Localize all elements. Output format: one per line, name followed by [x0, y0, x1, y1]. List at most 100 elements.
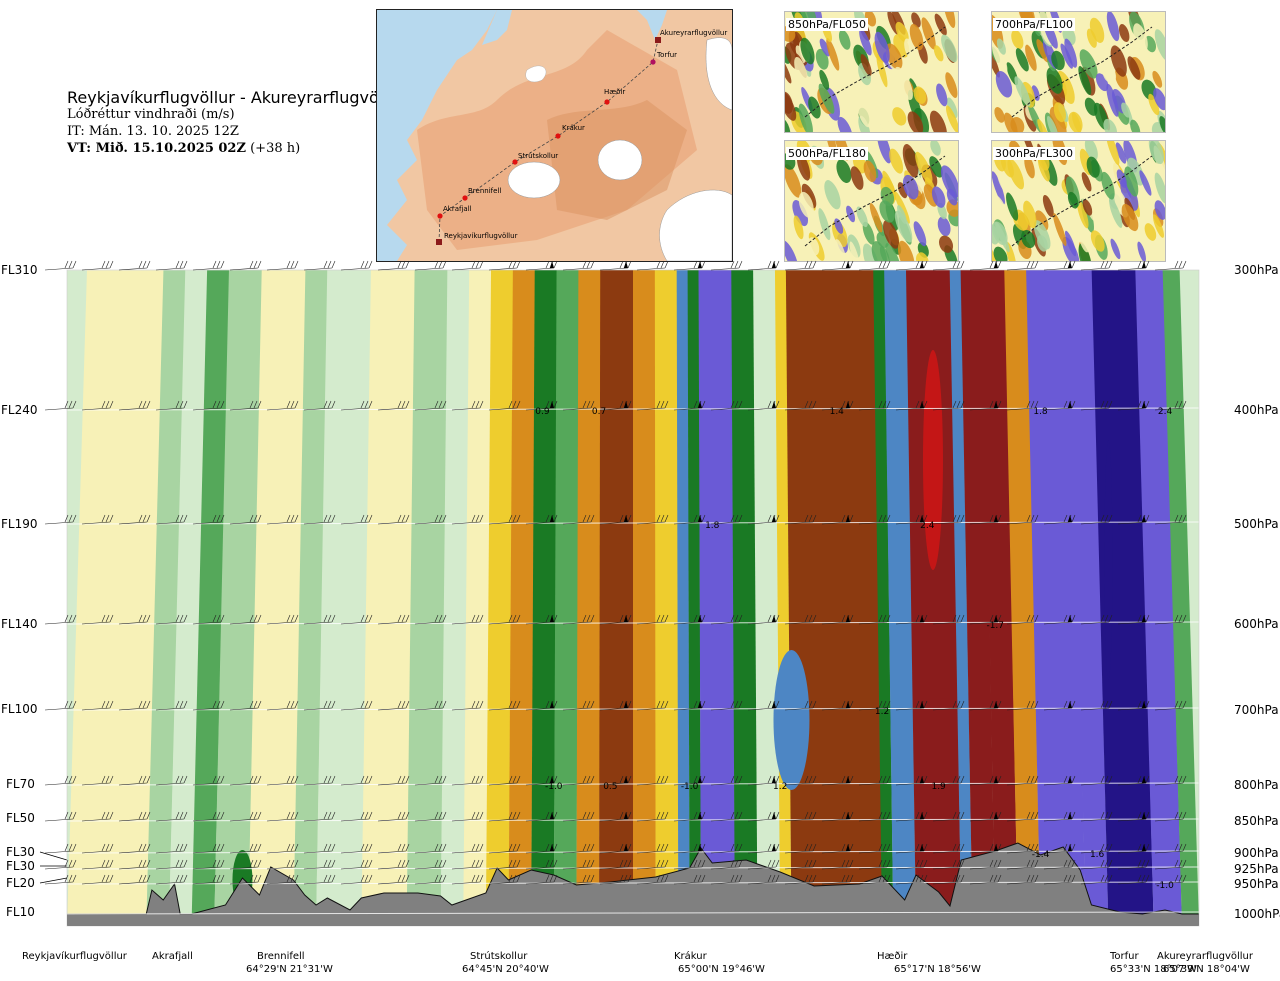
mini-field-cell: [1025, 44, 1037, 71]
mini-field-cell: [883, 220, 900, 249]
mini-field-cell: [921, 17, 936, 50]
mini-field-cell: [877, 141, 892, 164]
wind-barb: [1154, 614, 1187, 625]
mini-map-500[interactable]: 500hPa/FL180: [784, 140, 959, 262]
wind-barb: [710, 514, 743, 525]
init-time: IT: Mán. 13. 10. 2025 12Z: [67, 124, 239, 139]
wind-barb: [118, 843, 151, 854]
wind-barb: [340, 260, 373, 271]
wind-barb: [229, 514, 262, 525]
wind-barb: [895, 514, 928, 525]
wind-barb: [673, 859, 706, 870]
mini-field-cell: [1154, 200, 1165, 220]
wind-barb: [895, 260, 928, 271]
flight-level-label-9: FL20: [6, 876, 35, 890]
field-band-21: [687, 270, 701, 926]
wind-barb: [340, 811, 373, 822]
wind-barb: [636, 700, 669, 711]
wind-barb: [377, 700, 410, 711]
mini-field-cell: [1082, 199, 1093, 216]
mini-field-cell: [1034, 210, 1049, 231]
wind-barb: [1117, 614, 1150, 625]
wind-barb: [710, 700, 743, 711]
wind-barb: [377, 859, 410, 870]
field-band-30: [949, 270, 973, 926]
wind-barb: [710, 260, 743, 271]
mini-field-cell: [909, 23, 924, 51]
wind-barb: [747, 514, 780, 525]
value-label-11: -1.0: [681, 782, 699, 792]
wind-barb: [747, 775, 780, 786]
wind-barb: [1006, 859, 1039, 870]
wind-barb: [599, 775, 632, 786]
wind-barb: [451, 400, 484, 411]
wind-barb: [155, 260, 188, 271]
mini-map-850[interactable]: 850hPa/FL050: [784, 11, 959, 133]
wind-barb: [266, 260, 299, 271]
mini-field-cell: [1006, 192, 1019, 221]
field-band-17: [599, 270, 635, 926]
location-name-1: Akrafjall: [152, 951, 193, 962]
mini-field-cell: [1105, 141, 1120, 165]
wind-barb: [1080, 614, 1113, 625]
mini-map-700[interactable]: 700hPa/FL100: [991, 11, 1166, 133]
wind-barb: [636, 514, 669, 525]
wind-barb: [44, 400, 77, 411]
wind-barb: [636, 260, 669, 271]
field-band-22: [698, 270, 735, 926]
wind-barb: [377, 874, 410, 885]
wind-barb: [266, 859, 299, 870]
wind-barb: [81, 700, 114, 711]
mini-field-cell: [894, 191, 910, 224]
field-band-1: [146, 270, 187, 926]
wind-barb: [155, 811, 188, 822]
wind-barb: [1154, 700, 1187, 711]
flight-level-label-7: FL30: [6, 845, 35, 859]
location-coord-4: 65°00'N 19°46'W: [678, 964, 765, 975]
wind-barb: [229, 775, 262, 786]
field-band-18: [633, 270, 656, 926]
wind-barbs: [44, 260, 1187, 885]
wind-barb: [377, 514, 410, 525]
wind-barb: [747, 811, 780, 822]
location-name-5: Hæðir: [877, 951, 908, 962]
mini-field-cell: [1086, 156, 1100, 178]
wind-barb: [636, 859, 669, 870]
location-name-2: Brennifell: [257, 951, 305, 962]
field-band-8: [361, 270, 417, 926]
parameter-title: Lóðréttur vindhraði (m/s): [67, 107, 235, 122]
wind-barb: [1154, 874, 1187, 885]
mini-field-cell: [894, 210, 913, 243]
location-coord-7: 65°39'N 18°04'W: [1163, 964, 1250, 975]
wind-barb: [1117, 775, 1150, 786]
flight-level-label-1: FL240: [1, 403, 38, 417]
value-label-7: -1.7: [986, 621, 1004, 631]
mini-field-cell: [897, 182, 908, 199]
mini-field-cell: [1015, 48, 1029, 72]
mini-map-300[interactable]: 300hPa/FL300: [991, 140, 1166, 262]
wind-barb: [266, 514, 299, 525]
mini-field-cell: [871, 241, 887, 261]
wind-barb: [118, 700, 151, 711]
wind-barb: [155, 514, 188, 525]
wind-barb: [1006, 811, 1039, 822]
mini-field-cell: [785, 119, 791, 132]
wind-barb: [1154, 859, 1187, 870]
mini-field-cell: [992, 244, 998, 261]
wind-barb: [192, 775, 225, 786]
mini-field-cell: [836, 159, 852, 184]
mini-field-cell: [934, 29, 946, 59]
mini-field-cell: [850, 166, 864, 190]
wind-barb: [266, 811, 299, 822]
wind-barb: [303, 400, 336, 411]
mini-field-cell: [1152, 214, 1164, 238]
wind-barb: [1154, 843, 1187, 854]
wind-barb: [525, 400, 558, 411]
mini-field-cell: [1148, 93, 1160, 116]
wind-barb: [969, 843, 1002, 854]
mini-field-cell: [945, 105, 958, 132]
wind-barb: [266, 700, 299, 711]
value-label-2: 1.4: [830, 407, 845, 417]
wind-barb: [414, 400, 447, 411]
wind-barb: [192, 400, 225, 411]
